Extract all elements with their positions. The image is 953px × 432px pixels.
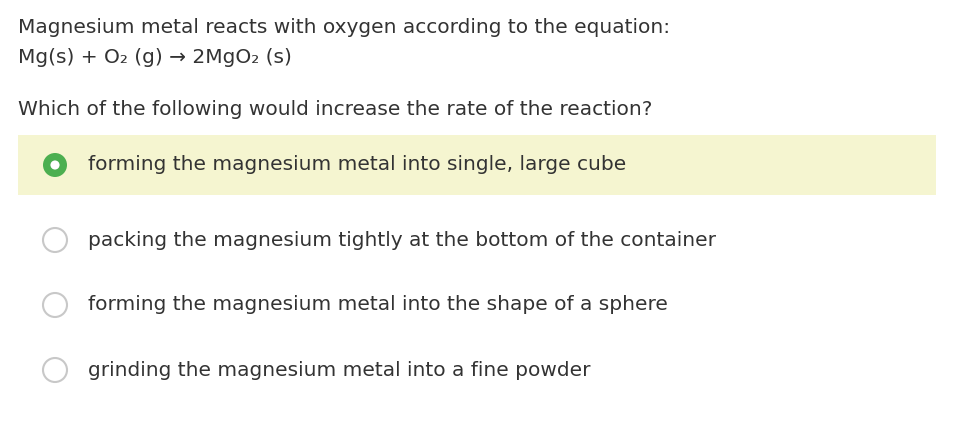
Text: Magnesium metal reacts with oxygen according to the equation:: Magnesium metal reacts with oxygen accor… [18, 18, 669, 37]
Circle shape [43, 153, 67, 177]
Text: Which of the following would increase the rate of the reaction?: Which of the following would increase th… [18, 100, 652, 119]
Circle shape [43, 293, 67, 317]
Text: forming the magnesium metal into the shape of a sphere: forming the magnesium metal into the sha… [88, 295, 667, 314]
Circle shape [43, 358, 67, 382]
Text: grinding the magnesium metal into a fine powder: grinding the magnesium metal into a fine… [88, 360, 590, 379]
Circle shape [43, 228, 67, 252]
FancyBboxPatch shape [18, 135, 935, 195]
Text: packing the magnesium tightly at the bottom of the container: packing the magnesium tightly at the bot… [88, 231, 716, 250]
Circle shape [51, 160, 59, 170]
Text: forming the magnesium metal into single, large cube: forming the magnesium metal into single,… [88, 156, 625, 175]
Text: Mg(s) + O₂ (g) → 2MgO₂ (s): Mg(s) + O₂ (g) → 2MgO₂ (s) [18, 48, 292, 67]
